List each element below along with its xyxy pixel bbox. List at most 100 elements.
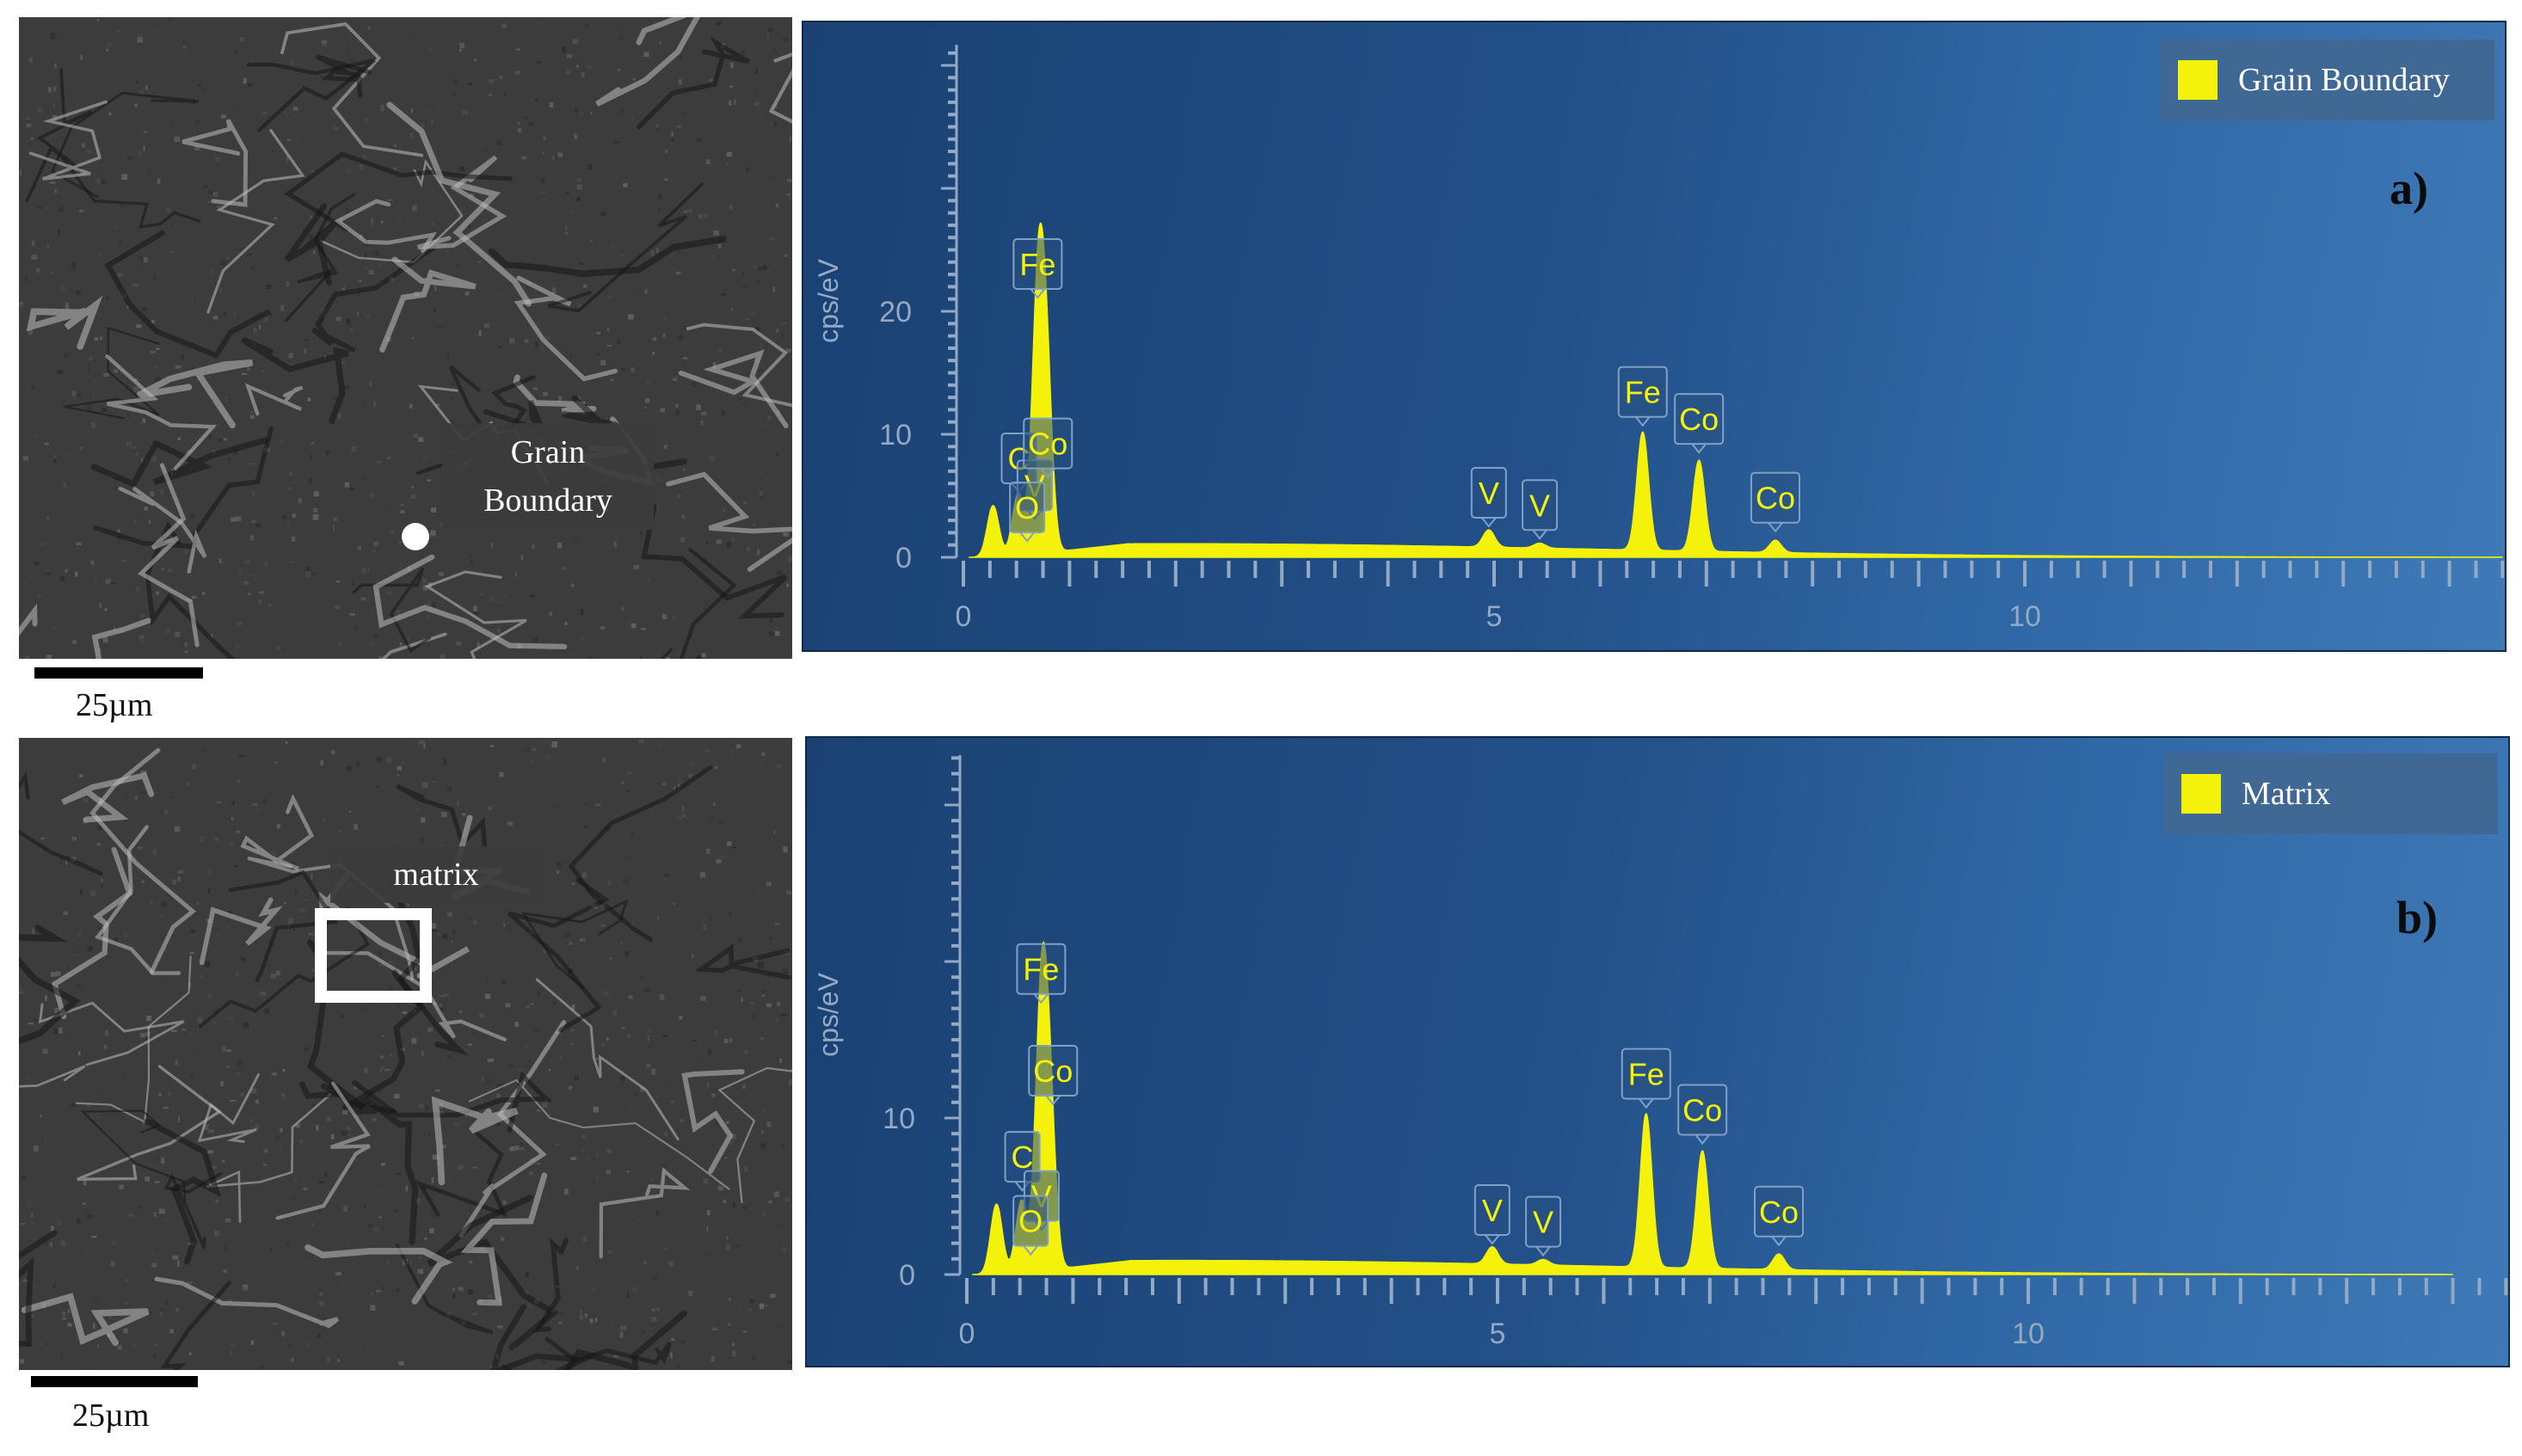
sem-speckle: [258, 599, 261, 605]
sem-speckle: [317, 1333, 322, 1338]
sem-speckle: [606, 1149, 612, 1154]
sem-speckle: [774, 923, 779, 925]
sem-speckle: [760, 1130, 764, 1134]
sem-speckle: [76, 984, 82, 990]
sem-speckle: [477, 1037, 481, 1040]
sem-speckle: [651, 1308, 655, 1312]
sem-speckle: [263, 1149, 268, 1153]
sem-speckle: [192, 764, 196, 770]
sem-speckle: [452, 930, 456, 935]
sem-speckle: [557, 542, 563, 549]
sem-speckle: [268, 604, 272, 606]
sem-speckle: [568, 1086, 573, 1090]
sem-speckle: [431, 1176, 434, 1183]
sem-speckle: [726, 162, 729, 166]
sem-speckle: [595, 1175, 599, 1181]
sem-speckle: [29, 414, 35, 418]
sem-speckle: [634, 851, 638, 857]
sem-speckle: [734, 99, 736, 106]
sem-speckle: [546, 300, 550, 305]
sem-speckle: [19, 302, 23, 304]
sem-speckle: [593, 1106, 600, 1113]
sem-speckle: [85, 1249, 90, 1254]
sem-ridge: [181, 119, 249, 207]
sem-speckle: [19, 1359, 24, 1364]
scale-bar-b: [31, 1376, 198, 1387]
sem-speckle: [374, 634, 378, 639]
sem-speckle: [116, 290, 122, 293]
peak-label-pointer: [1033, 993, 1049, 1004]
sem-ridge: [199, 897, 283, 966]
sem-speckle: [782, 37, 789, 42]
sem-speckle: [318, 1181, 325, 1183]
sem-speckle: [341, 1015, 344, 1018]
sem-speckle: [726, 151, 732, 157]
sem-speckle: [600, 1042, 606, 1047]
sem-speckle: [117, 1345, 122, 1350]
sem-speckle: [670, 1100, 676, 1103]
sem-speckle: [606, 1037, 609, 1041]
sem-speckle: [478, 330, 482, 337]
x-tick-label: 10: [2012, 1318, 2045, 1350]
sem-speckle: [446, 249, 448, 255]
sem-speckle: [228, 1017, 235, 1021]
sem-groove: [61, 157, 201, 230]
sem-groove: [395, 783, 489, 868]
sem-groove: [104, 230, 270, 359]
sem-speckle: [197, 1025, 200, 1029]
sem-speckle: [86, 151, 91, 153]
sem-speckle: [712, 1327, 718, 1331]
sem-speckle: [618, 35, 624, 40]
sem-speckle: [19, 985, 22, 991]
sem-speckle: [117, 30, 120, 33]
sem-speckle: [499, 75, 503, 79]
sem-speckle: [603, 991, 609, 997]
sem-speckle: [664, 178, 668, 181]
sem-speckle: [626, 1292, 630, 1298]
sem-speckle: [33, 72, 36, 78]
sem-speckle: [419, 1360, 422, 1366]
sem-speckle: [137, 37, 144, 43]
sem-speckle: [35, 268, 40, 273]
sem-speckle: [309, 215, 314, 220]
sem-ridge: [379, 256, 477, 353]
sem-speckle: [310, 572, 316, 575]
sem-speckle: [596, 1152, 599, 1158]
grain-boundary-label-line2: Boundary: [483, 482, 612, 519]
sem-speckle: [250, 1088, 257, 1094]
sem-speckle: [230, 841, 234, 847]
sem-speckle: [126, 414, 132, 417]
sem-speckle: [738, 938, 741, 943]
sem-speckle: [280, 1128, 283, 1133]
sem-speckle: [294, 758, 300, 761]
sem-speckle: [330, 1134, 335, 1140]
peak-label-box: [1023, 417, 1073, 470]
sem-speckle: [576, 65, 579, 68]
sem-speckle: [214, 1230, 220, 1237]
sem-speckle: [189, 951, 194, 955]
sem-speckle: [112, 1212, 116, 1214]
sem-speckle: [591, 1286, 596, 1292]
sem-speckle: [273, 217, 278, 220]
sem-speckle: [196, 83, 202, 87]
peak-label-text: Co: [1756, 481, 1795, 516]
sem-speckle: [37, 478, 42, 481]
sem-speckle: [140, 1033, 146, 1038]
sem-ridge: [320, 158, 464, 264]
sem-speckle: [585, 802, 588, 805]
sem-speckle: [164, 809, 168, 814]
sem-speckle: [307, 397, 311, 402]
sem-speckle: [438, 572, 444, 576]
legend-b: Matrix: [2164, 753, 2498, 834]
sem-speckle: [655, 124, 659, 131]
sem-speckle: [76, 542, 82, 545]
sem-ridge: [19, 1065, 86, 1088]
sem-speckle: [569, 942, 573, 946]
sem-speckle: [675, 409, 680, 415]
sem-speckle: [675, 271, 681, 275]
sem-speckle: [405, 1185, 409, 1192]
sem-speckle: [665, 1357, 669, 1360]
sem-speckle: [172, 1255, 179, 1260]
sem-speckle: [157, 65, 163, 71]
sem-speckle: [305, 571, 311, 577]
